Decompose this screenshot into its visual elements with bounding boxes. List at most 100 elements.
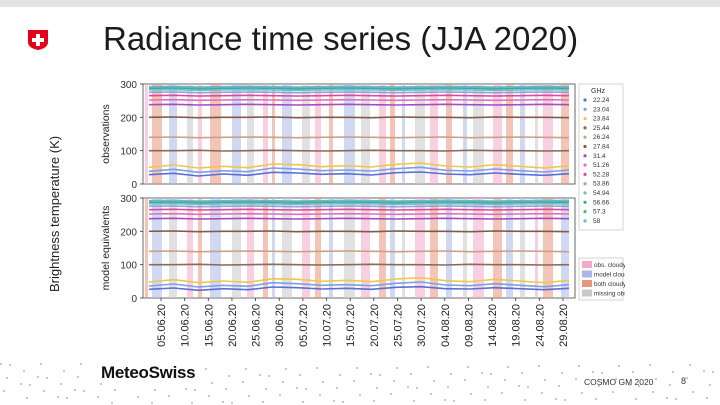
footer-dot xyxy=(60,383,62,385)
footer-dot xyxy=(285,368,287,370)
footer-dot xyxy=(453,400,455,402)
legend-cloud-label: both cloudy xyxy=(594,281,625,288)
legend-marker xyxy=(583,107,587,111)
page-title: Radiance time series (JJA 2020) xyxy=(103,20,579,57)
footer-dot xyxy=(97,396,99,398)
legend-marker xyxy=(583,191,587,195)
footer-dot xyxy=(29,384,31,386)
footer-dot xyxy=(467,366,469,368)
cloud-band xyxy=(543,198,553,298)
x-tick-label: 14.08.20 xyxy=(487,304,499,347)
cloud-band xyxy=(344,84,355,184)
footer-dot xyxy=(490,373,492,375)
footer-dot xyxy=(652,391,654,393)
footer-dot xyxy=(484,399,486,401)
legend-item-label: 22.24 xyxy=(593,97,610,104)
legend-item-label: 56.66 xyxy=(593,199,610,206)
footer-dot xyxy=(507,366,509,368)
footer-dot xyxy=(296,387,298,389)
legend-marker xyxy=(583,98,587,102)
legend-item-label: 23.04 xyxy=(593,106,610,113)
legend-marker xyxy=(583,182,587,186)
cloud-band xyxy=(390,84,395,184)
cloud-band xyxy=(329,84,333,184)
footer-dot xyxy=(396,367,398,369)
series-line-27-84 xyxy=(148,230,570,233)
cloud-band xyxy=(561,198,569,298)
series-line-23-84 xyxy=(148,276,570,284)
cloud-band xyxy=(272,84,275,184)
footer-dot xyxy=(100,383,102,385)
cloud-band xyxy=(187,84,193,184)
footer-dot xyxy=(231,402,233,404)
footer-dot xyxy=(464,379,466,381)
footer-dot xyxy=(575,378,577,380)
legend-marker xyxy=(583,154,587,158)
cloud-band xyxy=(198,198,202,298)
footer-dot xyxy=(248,395,250,397)
footer-dot xyxy=(504,379,506,381)
footer-dot xyxy=(211,382,213,384)
x-tick-label: 05.06.20 xyxy=(156,304,168,347)
footer-dot xyxy=(689,364,691,366)
x-tick-label: 15.06.20 xyxy=(203,304,215,347)
footer-dot xyxy=(558,385,560,387)
footer-dot xyxy=(3,390,5,392)
cloud-band xyxy=(561,84,569,184)
footer-dot xyxy=(592,371,594,373)
cloud-band xyxy=(379,84,386,184)
footer-dot xyxy=(23,370,25,372)
footer-dot xyxy=(373,400,375,402)
footer-dot xyxy=(114,389,116,391)
cloud-band xyxy=(473,198,484,298)
cloud-band xyxy=(463,84,467,184)
footer-dot xyxy=(168,395,170,397)
x-tick-label: 25.06.20 xyxy=(251,304,263,347)
x-tick-label: 20.06.20 xyxy=(227,304,239,347)
cloud-band xyxy=(402,198,405,298)
legend-item-label: 57.3 xyxy=(593,209,606,216)
radiance-chart: 0 100 200 300 observations 0 100 200 300 model eq… xyxy=(100,80,625,347)
x-tick-label: 04.08.20 xyxy=(440,304,452,347)
cloud-band xyxy=(344,198,355,298)
footer-dot xyxy=(521,372,523,374)
footer-dot xyxy=(80,363,82,365)
legend-cloud-label: missing obs. xyxy=(594,291,625,298)
cloud-band xyxy=(152,84,162,184)
series-line-25-44 xyxy=(149,149,570,152)
footer-dot xyxy=(185,388,187,390)
outer-y-axis-label: Brightness temperature (K) xyxy=(47,135,62,292)
legend-item-label: 23.84 xyxy=(593,116,610,123)
y-tick-label: 0 xyxy=(131,294,137,305)
footer-dot xyxy=(544,379,546,381)
footer-dot xyxy=(481,372,483,374)
footer-dot xyxy=(376,387,378,389)
panel-y-label: observations xyxy=(100,104,112,164)
cloud-band xyxy=(493,84,502,184)
legend-swatch xyxy=(582,280,592,287)
legend-item-label: 25.44 xyxy=(593,125,610,132)
cloud-band xyxy=(535,84,538,184)
footer-dot xyxy=(447,386,449,388)
footer-dot-pattern xyxy=(0,363,714,404)
x-tick-label: 30.06.20 xyxy=(274,304,286,347)
series-line-22-24 xyxy=(148,171,570,177)
legend-swatch xyxy=(582,261,592,268)
x-tick-label: 20.07.20 xyxy=(369,304,381,347)
x-tick-label: 10.07.20 xyxy=(322,304,334,347)
series-line-26-24 xyxy=(148,250,570,253)
footer-dot xyxy=(83,390,85,392)
footer-dot xyxy=(322,381,324,383)
cloud-band xyxy=(315,198,321,298)
cloud-band xyxy=(506,84,513,184)
footer-dot xyxy=(356,367,358,369)
series-line-31-4 xyxy=(148,103,570,106)
y-tick-label: 0 xyxy=(131,180,137,191)
legend-marker xyxy=(583,126,587,130)
cloud-band xyxy=(535,198,538,298)
x-tick-label: 25.07.20 xyxy=(392,304,404,347)
footer-dot xyxy=(635,398,637,400)
series-line-53-86 xyxy=(148,205,570,208)
cloud-band xyxy=(473,84,484,184)
footer-dot xyxy=(191,402,193,404)
